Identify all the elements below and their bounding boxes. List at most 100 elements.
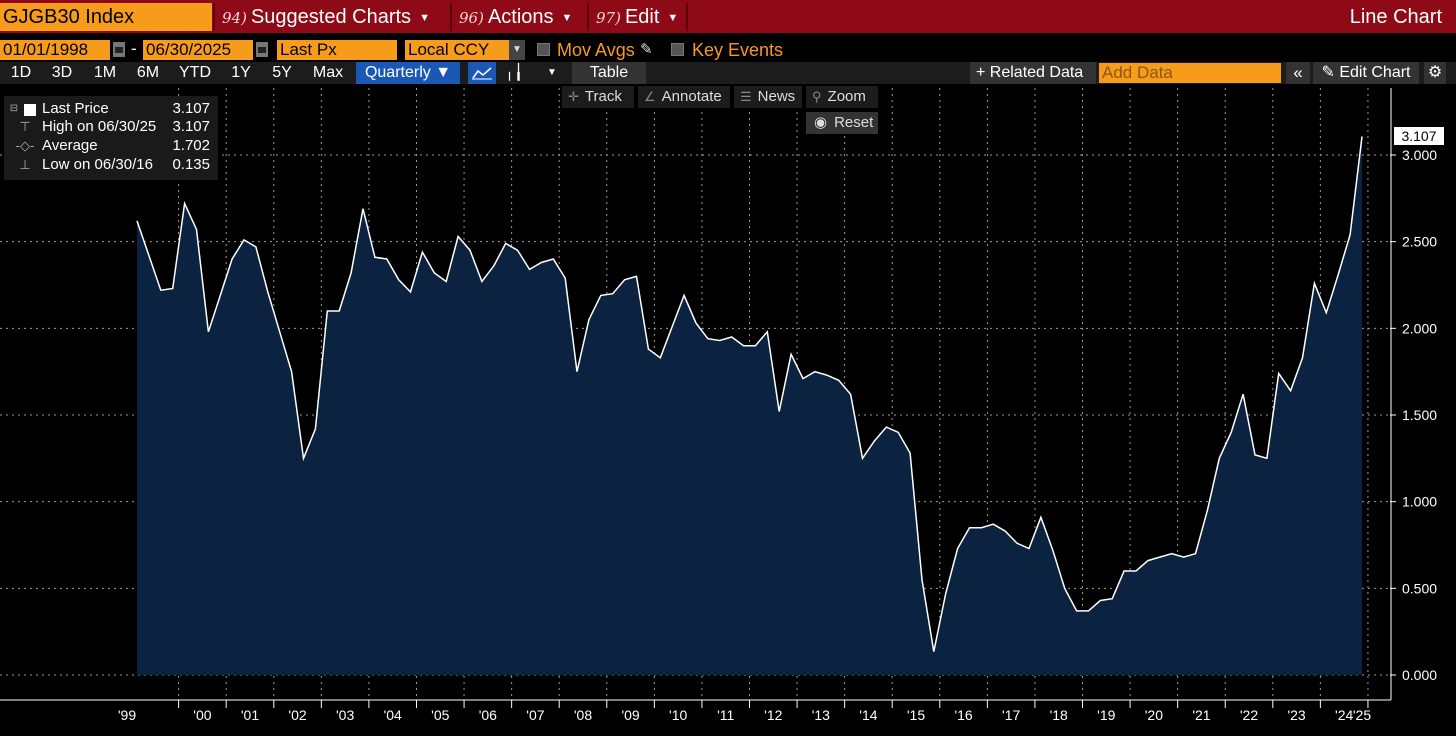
legend-value: 3.107 — [172, 118, 210, 135]
candlestick-icon[interactable]: ╷╽ — [504, 64, 524, 81]
zoom-tool[interactable]: ⚲ Zoom — [806, 86, 878, 108]
start-date-input[interactable]: 01/01/1998 — [0, 40, 110, 60]
period-5y[interactable]: 5Y — [272, 64, 292, 81]
x-tick-label: '23 — [1287, 707, 1305, 723]
x-tick-label: '13 — [812, 707, 830, 723]
mov-avgs-checkbox[interactable] — [537, 43, 550, 56]
key-events-checkbox[interactable] — [671, 43, 684, 56]
x-tick-label: '24 — [1335, 707, 1353, 723]
legend-value: 0.135 — [172, 156, 210, 173]
price-area — [137, 136, 1362, 675]
low-marker-icon: ⊥ — [19, 157, 31, 172]
price-line — [136, 136, 1363, 652]
edit-chart-label: Edit Chart — [1339, 64, 1411, 81]
key-events-label[interactable]: Key Events — [692, 40, 784, 60]
annotate-icon: ∠ — [644, 89, 656, 104]
collapse-box-icon[interactable]: ⊟ — [9, 103, 19, 114]
x-tick-label: '00 — [193, 707, 211, 723]
average-marker-icon: -◇- — [15, 138, 35, 153]
y-tick-label: 1.000 — [1402, 494, 1437, 510]
x-tick-label: '17 — [1002, 707, 1020, 723]
table-button[interactable]: Table — [572, 62, 646, 84]
x-tick-label: '14 — [859, 707, 877, 723]
line-chart-icon[interactable] — [468, 62, 496, 84]
date-separator: - — [131, 39, 137, 58]
menu-separator — [686, 3, 688, 31]
x-tick-label: '10 — [669, 707, 687, 723]
x-tick-label: '07 — [526, 707, 544, 723]
end-date-input[interactable]: 06/30/2025 — [143, 40, 253, 60]
edit-menu[interactable]: 97) Edit ▼ — [596, 3, 678, 31]
period-3d[interactable]: 3D — [51, 64, 73, 81]
top-bar — [0, 0, 1456, 33]
legend-row-average[interactable]: -◇- Average 1.702 — [4, 137, 218, 155]
news-tool[interactable]: ☰ News — [734, 86, 802, 108]
menu-number: 96) — [459, 9, 484, 27]
legend-row-high[interactable]: ⊤ High on 06/30/25 3.107 — [4, 118, 218, 136]
legend-row-last-price[interactable]: ⊟ Last Price 3.107 — [4, 100, 218, 118]
actions-menu[interactable]: 96) Actions ▼ — [459, 3, 572, 31]
menu-separator — [587, 3, 589, 31]
suggested-charts-menu[interactable]: 94) Suggested Charts ▼ — [222, 3, 430, 31]
related-data-button[interactable]: + Related Data — [970, 62, 1096, 84]
x-tick-label: '02 — [288, 707, 306, 723]
menu-separator — [450, 3, 452, 31]
x-tick-label: '19 — [1097, 707, 1115, 723]
chart-legend: ⊟ Last Price 3.107 ⊤ High on 06/30/25 3.… — [4, 96, 218, 180]
field-select[interactable]: Last Px — [277, 40, 397, 60]
edit-chart-button[interactable]: ✎ Edit Chart — [1313, 62, 1419, 84]
legend-row-low[interactable]: ⊥ Low on 06/30/16 0.135 — [4, 156, 218, 174]
pencil-icon: ✎ — [1321, 64, 1340, 81]
legend-label: High on 06/30/25 — [42, 118, 157, 135]
period-max[interactable]: Max — [312, 64, 344, 81]
period-ytd[interactable]: YTD — [179, 64, 211, 81]
track-tool[interactable]: ✛ Track — [562, 86, 634, 108]
chevron-down-icon[interactable]: ▼ — [509, 40, 525, 60]
x-tick-label: '22 — [1240, 707, 1258, 723]
collapse-icon[interactable]: « — [1286, 62, 1310, 84]
legend-label: Last Price — [42, 100, 109, 117]
y-tick-label: 1.500 — [1402, 407, 1437, 423]
frequency-select[interactable]: Quarterly ▼ — [356, 62, 460, 84]
x-tick-label: '99 — [118, 707, 136, 723]
period-1m[interactable]: 1M — [93, 64, 117, 81]
x-tick-label: '03 — [336, 707, 354, 723]
x-tick-label: '21 — [1192, 707, 1210, 723]
line-chart-icon-glyph — [472, 67, 492, 80]
reset-label: Reset — [834, 114, 874, 131]
caret-down-icon: ▼ — [419, 12, 430, 24]
magnifier-icon: ⚲ — [812, 89, 822, 104]
y-axis: 0.000 0.500 1.000 1.500 2.000 2.500 3.000 — [1390, 88, 1437, 700]
ticker-field[interactable]: GJGB30 Index — [0, 3, 212, 31]
x-tick-label: '20 — [1145, 707, 1163, 723]
high-marker-icon: ⊤ — [19, 119, 31, 134]
x-tick-label: '16 — [954, 707, 972, 723]
news-icon: ☰ — [740, 89, 752, 104]
annotate-tool[interactable]: ∠ Annotate — [638, 86, 730, 108]
x-tick-label: '15 — [907, 707, 925, 723]
currency-select[interactable]: Local CCY — [405, 40, 509, 60]
mov-avgs-label[interactable]: Mov Avgs — [557, 40, 635, 60]
x-axis: '99 '00 '01 '02 '03 '04 '05 '06 '07 '08 '09 '10 '11 '… — [0, 699, 1391, 723]
x-tick-label: '05 — [431, 707, 449, 723]
menu-separator — [213, 3, 215, 31]
x-tick-label: '04 — [384, 707, 402, 723]
period-1y[interactable]: 1Y — [231, 64, 251, 81]
gear-icon[interactable]: ⚙ — [1424, 62, 1446, 84]
x-tick-label: '11 — [717, 707, 734, 723]
y-tick-label: 0.500 — [1402, 580, 1437, 596]
period-6m[interactable]: 6M — [136, 64, 160, 81]
y-tick-label: 3.000 — [1402, 147, 1437, 163]
calendar-icon[interactable] — [113, 42, 125, 57]
legend-label: Low on 06/30/16 — [42, 156, 153, 173]
pencil-icon[interactable]: ✎ — [640, 41, 653, 58]
period-1d[interactable]: 1D — [10, 64, 32, 81]
reset-button[interactable]: ◉ Reset — [806, 112, 878, 134]
x-tick-label: '08 — [574, 707, 592, 723]
x-tick-label: '25 — [1353, 707, 1371, 723]
add-data-input[interactable]: Add Data — [1099, 63, 1281, 83]
legend-label: Average — [42, 137, 98, 154]
chevron-down-icon[interactable]: ▼ — [547, 67, 557, 78]
calendar-icon[interactable] — [256, 42, 268, 57]
